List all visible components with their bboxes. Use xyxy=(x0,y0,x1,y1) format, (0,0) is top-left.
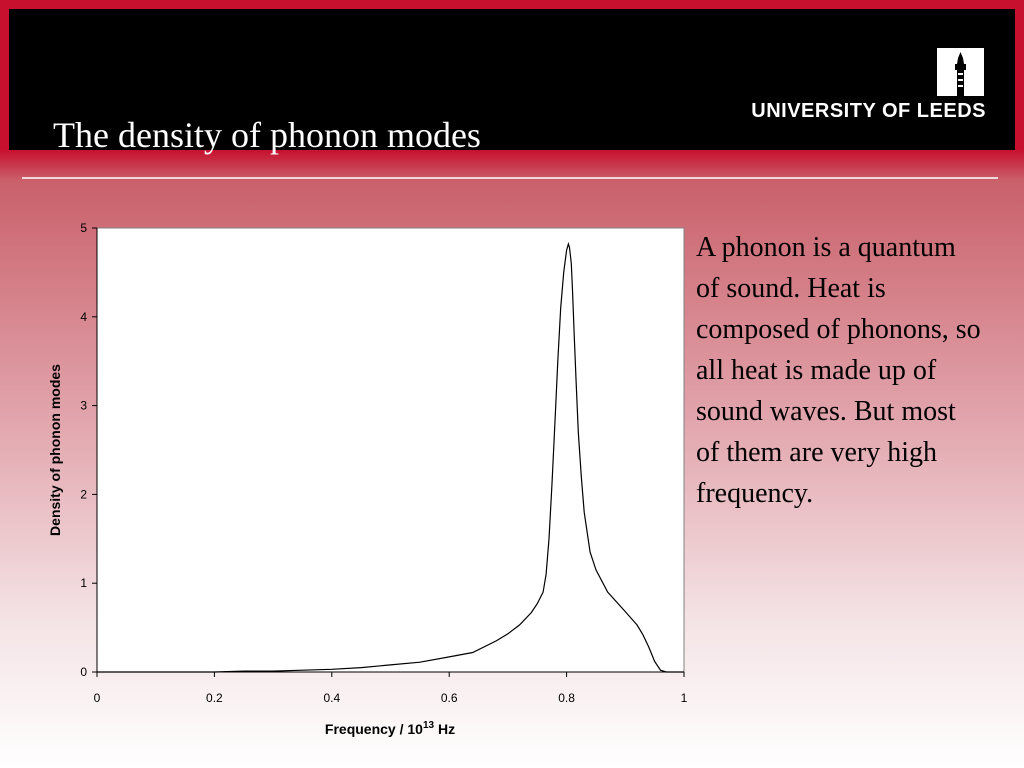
y-tick-label: 1 xyxy=(80,576,87,590)
x-tick-label: 0.6 xyxy=(441,691,458,705)
density-curve xyxy=(97,241,684,673)
y-axis-label: Density of phonon modes xyxy=(47,364,63,536)
slide-title: The density of phonon modes xyxy=(53,115,481,155)
y-tick-label: 2 xyxy=(80,487,87,501)
x-axis-label-superscript: 13 xyxy=(423,720,435,731)
university-tower-icon xyxy=(937,48,984,96)
y-tick-label: 3 xyxy=(80,399,87,413)
x-tick-label: 0 xyxy=(94,691,101,705)
x-tick-label: 1 xyxy=(681,691,688,705)
y-tick-label: 0 xyxy=(80,665,87,679)
y-tick-label: 5 xyxy=(80,221,87,235)
x-tick-label: 0.4 xyxy=(323,691,340,705)
y-tick-label: 4 xyxy=(80,310,87,324)
x-axis-label: Frequency / 1013 Hz xyxy=(325,720,455,737)
slide-body-text: A phonon is a quantum of sound. Heat is … xyxy=(696,232,981,509)
x-axis-label-main: Frequency / 10 xyxy=(325,721,423,737)
university-logo-text: UNIVERSITY OF LEEDS xyxy=(751,100,986,122)
x-tick-label: 0.2 xyxy=(206,691,223,705)
plot-area xyxy=(96,227,685,673)
x-axis-label-unit: Hz xyxy=(434,721,455,737)
header-bar xyxy=(9,9,1015,150)
x-tick-label: 0.8 xyxy=(558,691,575,705)
divider-line xyxy=(22,177,998,179)
